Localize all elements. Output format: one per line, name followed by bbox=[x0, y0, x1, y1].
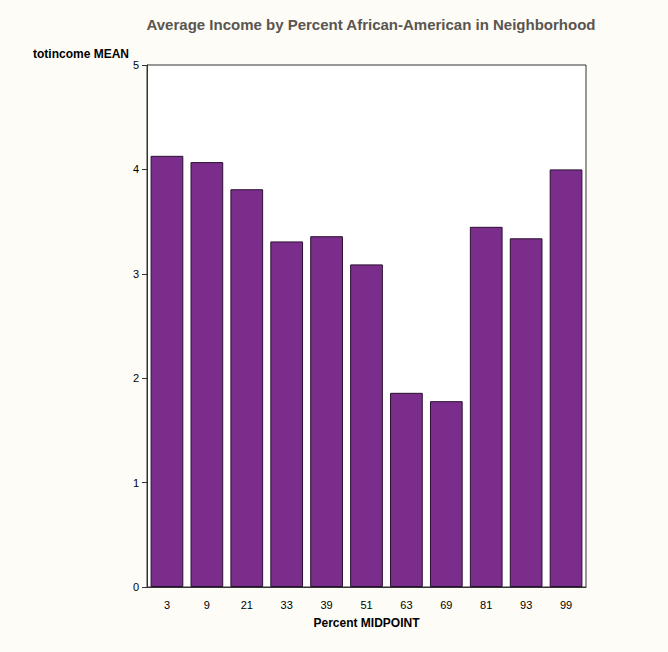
svg-text:4: 4 bbox=[133, 163, 139, 175]
svg-text:totincome MEAN: totincome MEAN bbox=[33, 47, 129, 61]
svg-text:93: 93 bbox=[520, 599, 532, 611]
svg-text:1: 1 bbox=[133, 477, 139, 489]
svg-text:9: 9 bbox=[204, 599, 210, 611]
svg-text:3: 3 bbox=[164, 599, 170, 611]
svg-text:69: 69 bbox=[440, 599, 452, 611]
svg-text:Average Income by Percent Afri: Average Income by Percent African-Americ… bbox=[147, 16, 596, 33]
svg-text:0: 0 bbox=[133, 581, 139, 593]
svg-text:51: 51 bbox=[360, 599, 372, 611]
svg-text:39: 39 bbox=[320, 599, 332, 611]
svg-text:Percent MIDPOINT: Percent MIDPOINT bbox=[313, 616, 420, 630]
svg-text:63: 63 bbox=[400, 599, 412, 611]
svg-text:5: 5 bbox=[133, 59, 139, 71]
svg-text:3: 3 bbox=[133, 268, 139, 280]
svg-text:99: 99 bbox=[560, 599, 572, 611]
svg-text:33: 33 bbox=[281, 599, 293, 611]
svg-text:2: 2 bbox=[133, 372, 139, 384]
svg-text:81: 81 bbox=[480, 599, 492, 611]
svg-text:21: 21 bbox=[241, 599, 253, 611]
